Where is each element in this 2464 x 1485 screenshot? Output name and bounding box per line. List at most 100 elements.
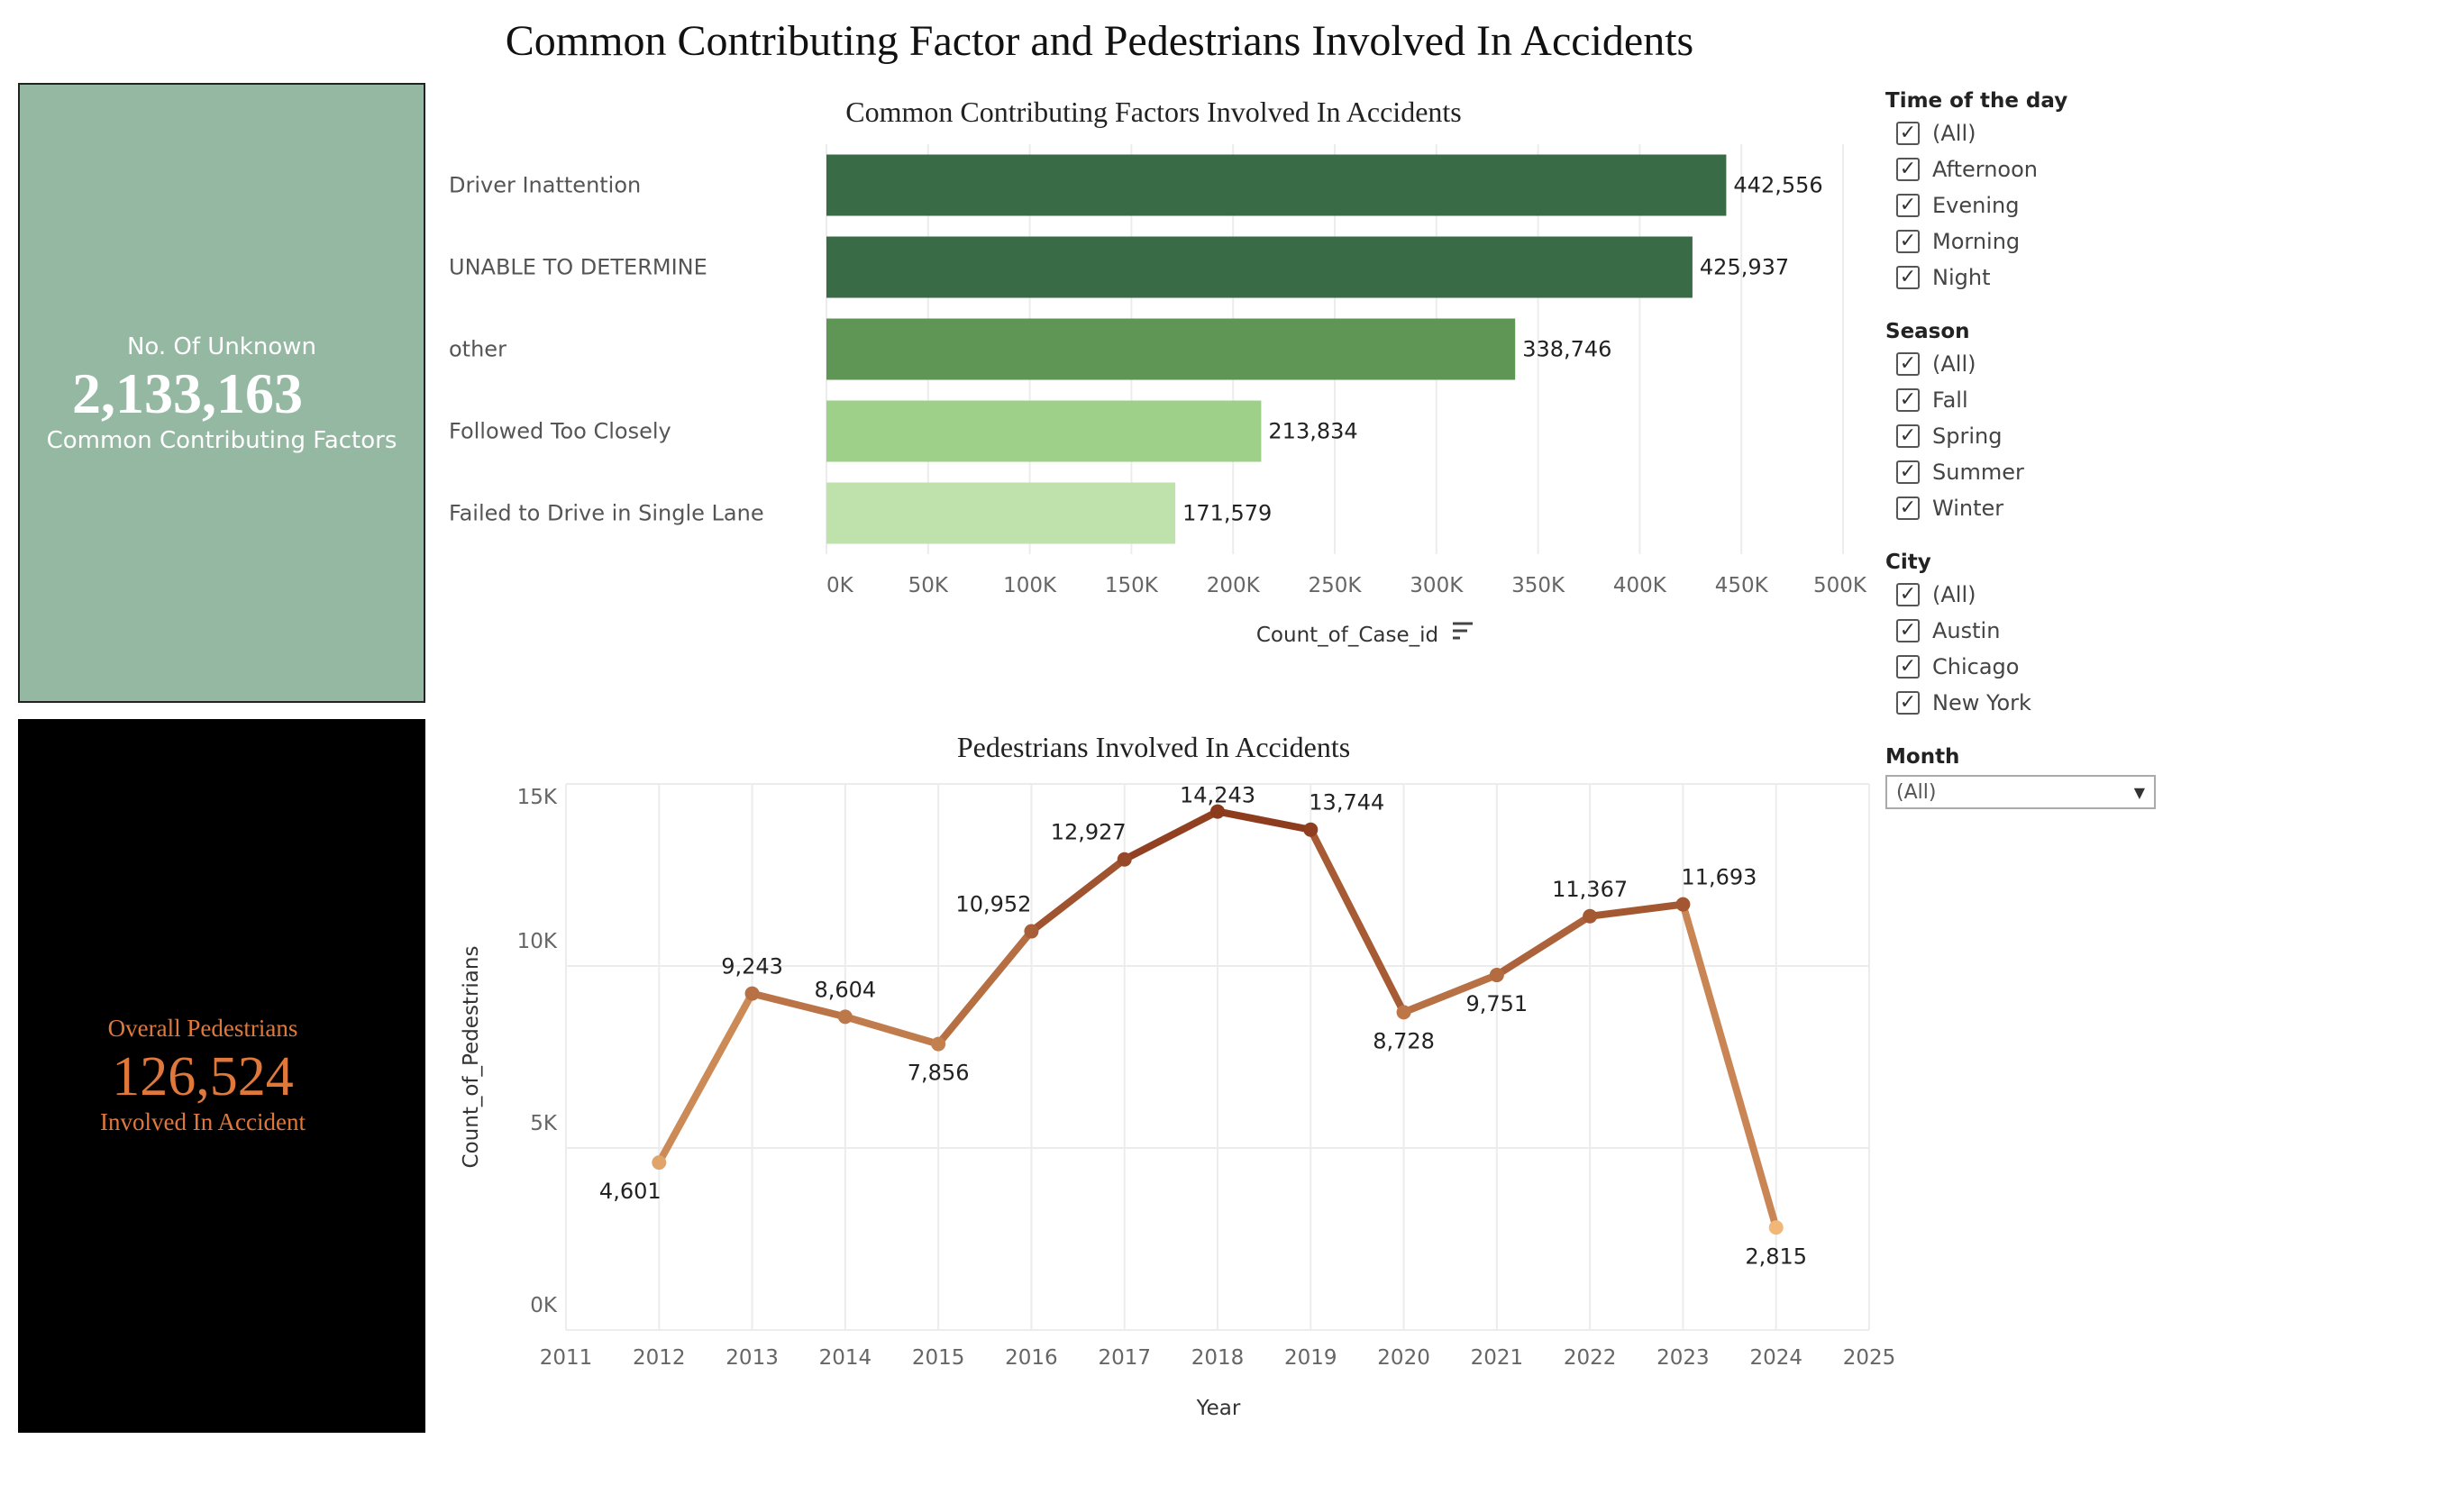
time-of-day-option[interactable]: ✓ (All) [1885, 115, 2246, 151]
season-option[interactable]: ✓ Spring [1885, 418, 2246, 454]
line-point [1210, 804, 1225, 819]
checkbox-checked-icon[interactable]: ✓ [1896, 352, 1920, 376]
line-x-tick-label: 2013 [726, 1346, 779, 1370]
line-y-axis-label: Count_of_Pedestrians [460, 946, 483, 1169]
city-option[interactable]: ✓ Austin [1885, 613, 2246, 649]
time-of-day-option[interactable]: ✓ Morning [1885, 223, 2246, 260]
time-of-day-option-label: Night [1932, 265, 1991, 290]
city-option[interactable]: ✓ Chicago [1885, 649, 2246, 685]
line-data-label: 8,604 [814, 977, 876, 1002]
line-data-label: 7,856 [908, 1061, 970, 1086]
bar-category-label: Driver Inattention [449, 173, 641, 198]
line-segment [748, 989, 849, 1021]
line-x-tick-label: 2024 [1749, 1346, 1802, 1370]
line-segment [1307, 825, 1408, 1016]
bar-data-label: 171,579 [1182, 501, 1272, 526]
line-point [1768, 1220, 1784, 1235]
line-x-axis-label: Year [1196, 1397, 1241, 1420]
filter-month: Month (All) ▼ [1885, 742, 2246, 809]
checkbox-checked-icon[interactable]: ✓ [1896, 691, 1920, 715]
checkbox-checked-icon[interactable]: ✓ [1896, 194, 1920, 217]
bar-x-tick-label: 0K [826, 574, 854, 597]
chevron-down-icon: ▼ [2133, 783, 2145, 801]
line-segment [1679, 900, 1780, 1232]
line-segment [1027, 855, 1128, 935]
bar [826, 154, 1727, 216]
checkbox-checked-icon[interactable]: ✓ [1896, 460, 1920, 484]
line-data-label: 12,927 [1051, 820, 1127, 845]
dashboard-title: Common Contributing Factor and Pedestria… [505, 17, 1694, 65]
checkbox-checked-icon[interactable]: ✓ [1896, 655, 1920, 679]
season-option[interactable]: ✓ Summer [1885, 454, 2246, 490]
line-x-tick-label: 2021 [1471, 1346, 1524, 1370]
bar-x-tick-label: 250K [1309, 574, 1363, 597]
line-segment [1400, 971, 1501, 1016]
time-of-day-option-label: (All) [1932, 121, 1976, 146]
checkbox-checked-icon[interactable]: ✓ [1896, 424, 1920, 448]
line-data-label: 13,744 [1309, 790, 1384, 815]
line-point [1583, 908, 1598, 924]
bar-data-label: 213,834 [1268, 419, 1357, 444]
bar-x-tick-label: 100K [1003, 574, 1057, 597]
time-of-day-option[interactable]: ✓ Afternoon [1885, 151, 2246, 187]
bar-data-label: 425,937 [1700, 255, 1789, 280]
line-point [1396, 1005, 1411, 1020]
time-of-day-option[interactable]: ✓ Evening [1885, 187, 2246, 223]
bar [826, 318, 1516, 380]
line-point [1489, 968, 1504, 983]
line-x-tick-label: 2019 [1284, 1346, 1337, 1370]
season-option-label: Winter [1932, 496, 2004, 521]
city-option-label: (All) [1932, 582, 1976, 607]
contributing-factors-bar-chart: Common Contributing Factors Involved In … [449, 96, 1867, 647]
line-data-label: 11,367 [1552, 877, 1628, 902]
season-option-label: (All) [1932, 351, 1976, 377]
checkbox-checked-icon[interactable]: ✓ [1896, 583, 1920, 606]
kpi-unknown-factors: No. Of Unknown 2,133,163 Common Contribu… [18, 83, 425, 703]
checkbox-checked-icon[interactable]: ✓ [1896, 266, 1920, 289]
line-segment [1120, 807, 1221, 863]
checkbox-checked-icon[interactable]: ✓ [1896, 388, 1920, 412]
line-point [1675, 897, 1691, 912]
line-x-tick-label: 2022 [1564, 1346, 1617, 1370]
checkbox-checked-icon[interactable]: ✓ [1896, 158, 1920, 181]
line-x-tick-label: 2016 [1005, 1346, 1058, 1370]
city-option-label: Chicago [1932, 654, 2020, 679]
bar-x-tick-label: 350K [1511, 574, 1565, 597]
line-segment [841, 1013, 943, 1048]
checkbox-checked-icon[interactable]: ✓ [1896, 122, 1920, 145]
line-x-tick-label: 2018 [1191, 1346, 1245, 1370]
bar-category-label: other [449, 337, 506, 362]
checkbox-checked-icon[interactable]: ✓ [1896, 619, 1920, 642]
checkbox-checked-icon[interactable]: ✓ [1896, 497, 1920, 520]
line-segment [655, 989, 756, 1167]
time-of-day-option-label: Evening [1932, 193, 2020, 218]
city-option[interactable]: ✓ (All) [1885, 577, 2246, 613]
line-x-tick-label: 2011 [540, 1346, 593, 1370]
line-chart-title: Pedestrians Involved In Accidents [957, 731, 1350, 763]
bar-x-axis-label: Count_of_Case_id [1256, 624, 1438, 647]
filter-season-title: Season [1885, 320, 1970, 343]
season-option-label: Fall [1932, 387, 1968, 413]
line-x-tick-label: 2014 [819, 1346, 872, 1370]
kpi-unknown-label: No. Of Unknown [126, 333, 316, 360]
line-point [837, 1009, 853, 1025]
kpi-unknown-value: 2,133,163 [72, 361, 303, 425]
kpi-pedestrians-label: Overall Pedestrians [107, 1015, 298, 1042]
month-dropdown[interactable]: (All) ▼ [1885, 775, 2156, 809]
line-y-tick-label: 15K [517, 786, 558, 809]
kpi-unknown-sublabel: Common Contributing Factors [46, 427, 397, 454]
line-data-label: 8,728 [1373, 1028, 1435, 1053]
checkbox-checked-icon[interactable]: ✓ [1896, 230, 1920, 253]
time-of-day-option[interactable]: ✓ Night [1885, 260, 2246, 296]
season-option[interactable]: ✓ Winter [1885, 490, 2246, 526]
line-point [1024, 924, 1039, 939]
kpi-overall-pedestrians: Overall Pedestrians 126,524 Involved In … [18, 719, 425, 1433]
filter-month-title: Month [1885, 745, 1960, 769]
filter-city-title: City [1885, 551, 1931, 574]
line-data-label: 14,243 [1180, 783, 1255, 808]
season-option[interactable]: ✓ (All) [1885, 346, 2246, 382]
line-data-label: 9,243 [721, 954, 783, 979]
city-option[interactable]: ✓ New York [1885, 685, 2246, 721]
season-option[interactable]: ✓ Fall [1885, 382, 2246, 418]
filter-city: City ✓ (All) ✓ Austin ✓ Chicago ✓ New York [1885, 548, 2246, 721]
